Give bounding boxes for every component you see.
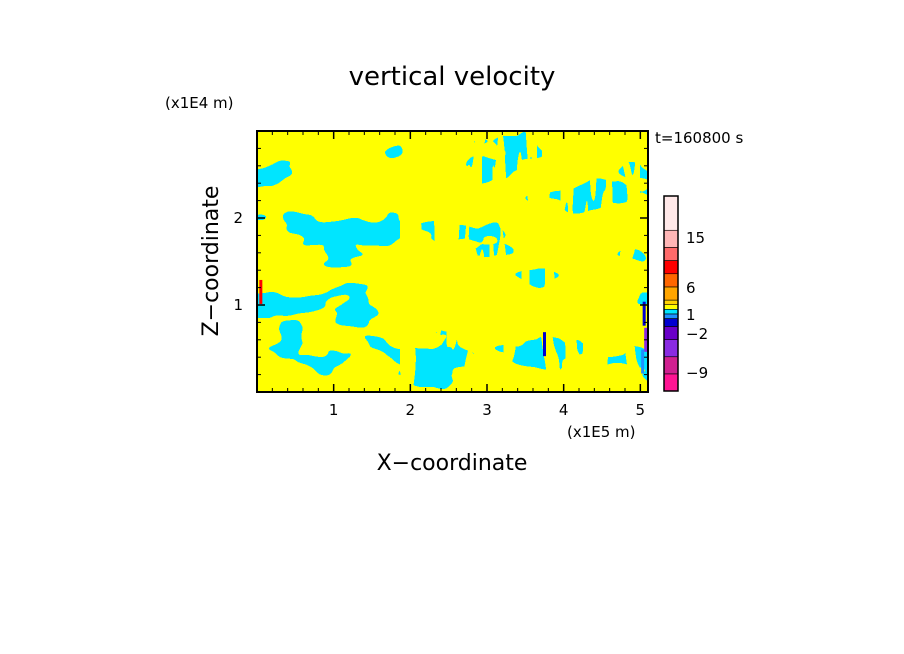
minor-ticks	[257, 131, 648, 392]
positive-velocity-stripes	[400, 131, 640, 392]
colorbar-band	[663, 309, 679, 315]
x-axis-label: X−coordinate	[377, 451, 528, 476]
plot-frame	[256, 130, 649, 393]
y-tick-label: 2	[233, 209, 243, 227]
accent-mark	[543, 332, 546, 357]
x-axis-ticks: 1 2 3 4 5	[329, 131, 645, 419]
colorbar-band	[663, 229, 679, 248]
x-tick-label: 1	[329, 401, 339, 419]
x-tick-label: 5	[636, 401, 646, 419]
y-unit-label: (x1E4 m)	[165, 94, 234, 112]
y-axis-ticks: 12	[233, 209, 648, 314]
x-unit-label: (x1E5 m)	[567, 423, 636, 441]
x-tick-label: 2	[406, 401, 416, 419]
colorbar-band	[663, 326, 679, 340]
colorbar-frame	[663, 195, 679, 392]
colorbar-labels: 15 6 1−2 −9	[686, 229, 708, 382]
colorbar-label: 15	[686, 229, 705, 247]
y-tick-label: 1	[233, 296, 243, 314]
colorbar-band	[663, 299, 679, 305]
chart-title: vertical velocity	[349, 62, 556, 92]
colorbar-band	[663, 195, 679, 231]
colorbar-label: 6	[686, 279, 696, 297]
colorbar-band	[663, 356, 679, 375]
accent-mark	[642, 301, 646, 326]
colorbar-band	[663, 339, 679, 358]
colorbar-band	[663, 260, 679, 275]
time-label: t=160800 s	[655, 129, 743, 147]
accent-mark	[259, 279, 263, 304]
colorbar-label: −9	[686, 364, 708, 382]
y-axis-label: Z−coordinate	[199, 186, 224, 337]
colorbar-band	[663, 313, 679, 319]
colorbar-band	[663, 373, 679, 392]
colorbar-label: −2	[686, 325, 708, 343]
colorbar-band	[663, 273, 679, 288]
colorbar-band	[663, 318, 679, 327]
x-tick-label: 3	[482, 401, 492, 419]
colorbar-band	[663, 286, 679, 301]
plot-area	[257, 131, 648, 392]
colorbar	[663, 195, 679, 392]
accent-mark	[641, 349, 645, 374]
colorbar-label: 1	[686, 306, 696, 324]
x-tick-label: 4	[559, 401, 569, 419]
colorbar-band	[663, 247, 679, 261]
colorbar-band	[663, 304, 679, 310]
